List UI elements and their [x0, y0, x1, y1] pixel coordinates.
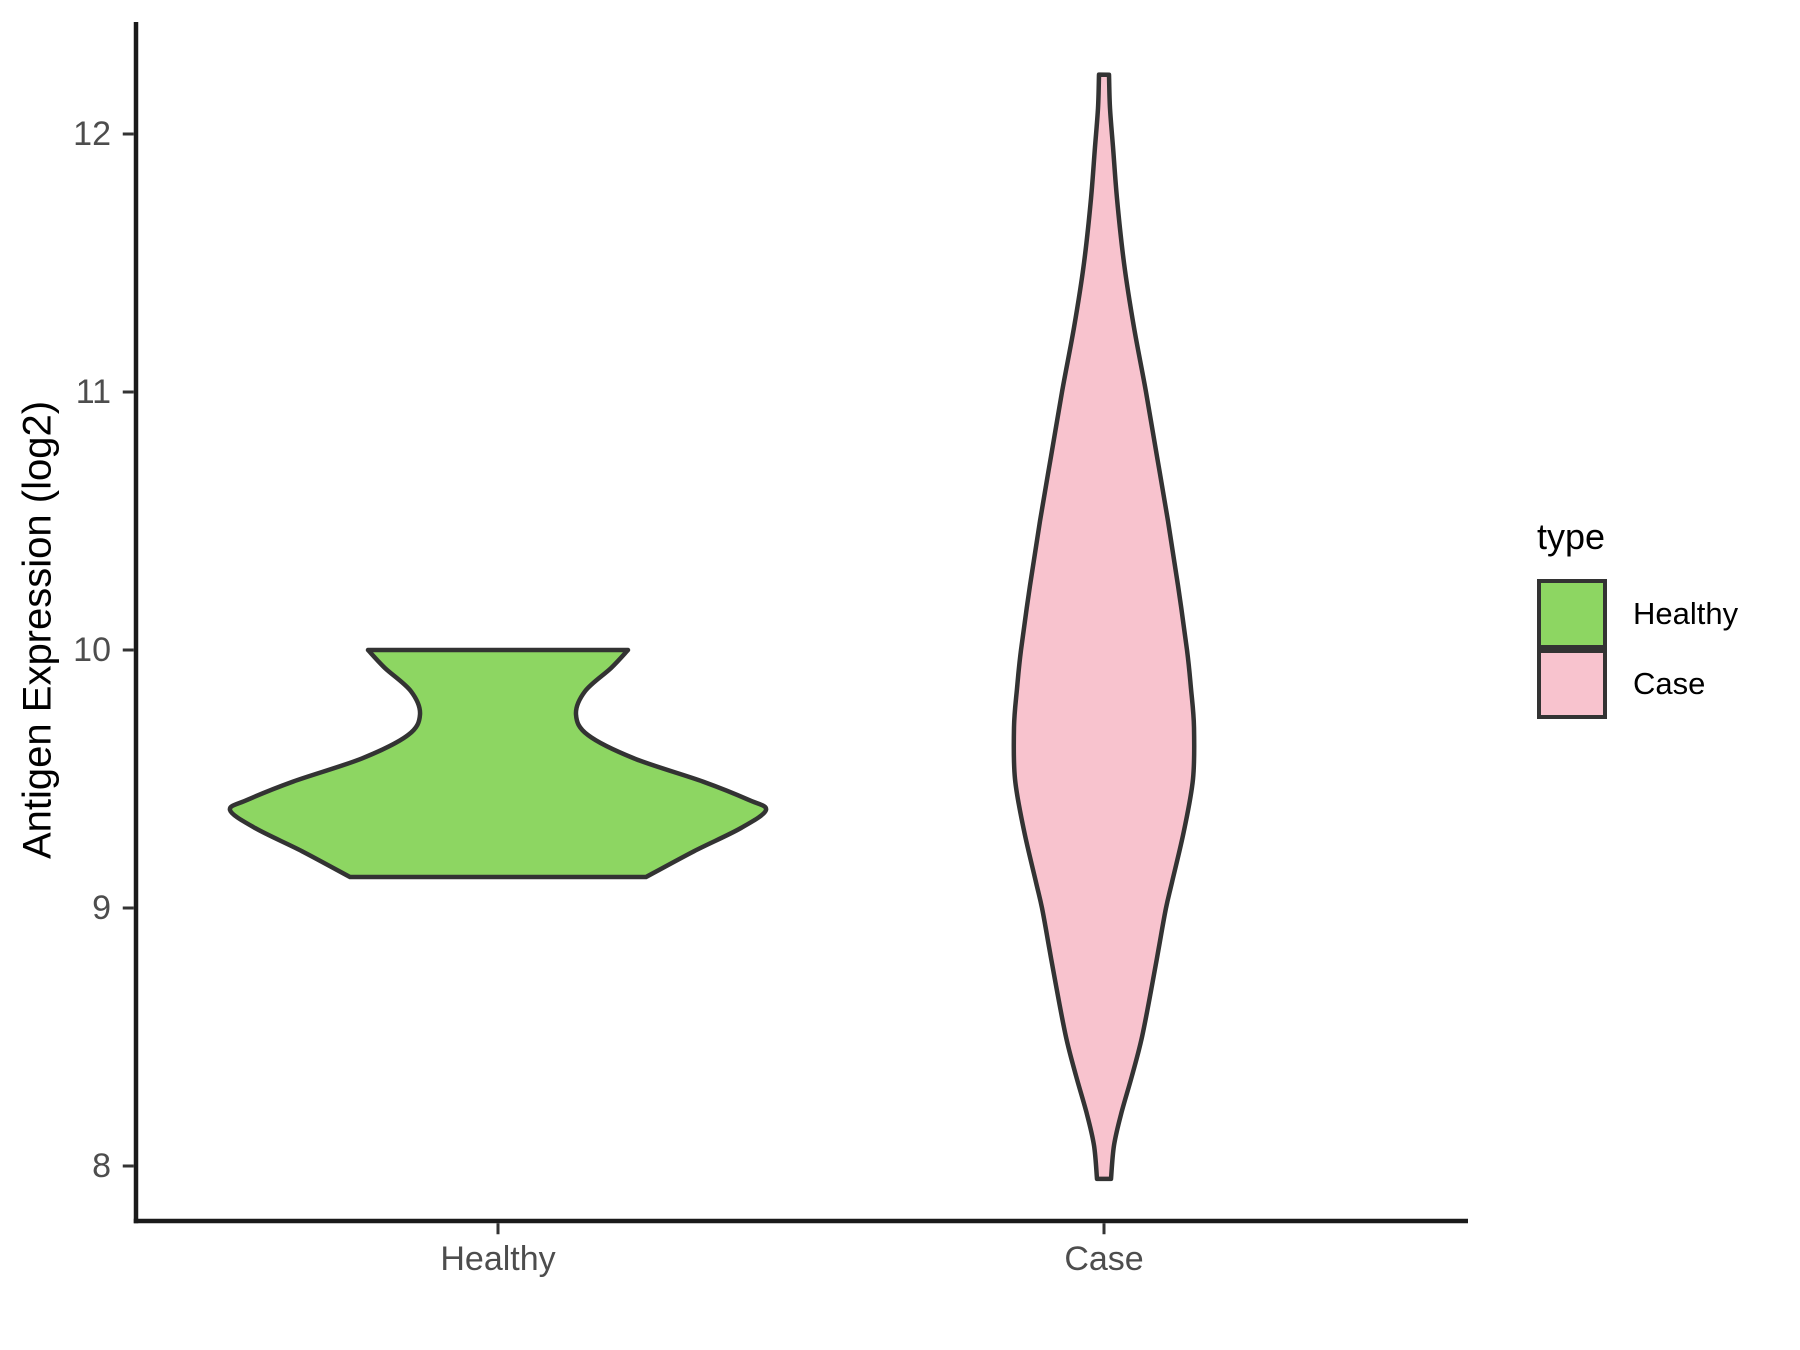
- y-tick-label: 9: [92, 889, 111, 927]
- y-tick-label: 12: [73, 115, 111, 153]
- legend-title: type: [1537, 516, 1606, 557]
- legend-key-case-swatch: [1537, 649, 1607, 719]
- x-category-label-healthy: Healthy: [440, 1240, 555, 1278]
- legend-item-case: Case: [1537, 649, 1738, 719]
- violin-case: [1011, 72, 1197, 1182]
- y-tick-label: 8: [92, 1147, 111, 1185]
- y-tick-label: 11: [76, 373, 111, 411]
- legend-label-healthy: Healthy: [1633, 596, 1739, 631]
- legend: type Healthy Case: [1537, 519, 1738, 719]
- y-axis-title: Antigen Expression (log2): [15, 400, 60, 860]
- legend-label-case: Case: [1633, 666, 1706, 701]
- violin-healthy: [227, 647, 769, 880]
- y-tick-label: 10: [73, 631, 111, 669]
- legend-key-healthy-swatch: [1537, 579, 1607, 649]
- legend-item-healthy: Healthy: [1537, 579, 1738, 649]
- x-category-label-case: Case: [1064, 1240, 1143, 1278]
